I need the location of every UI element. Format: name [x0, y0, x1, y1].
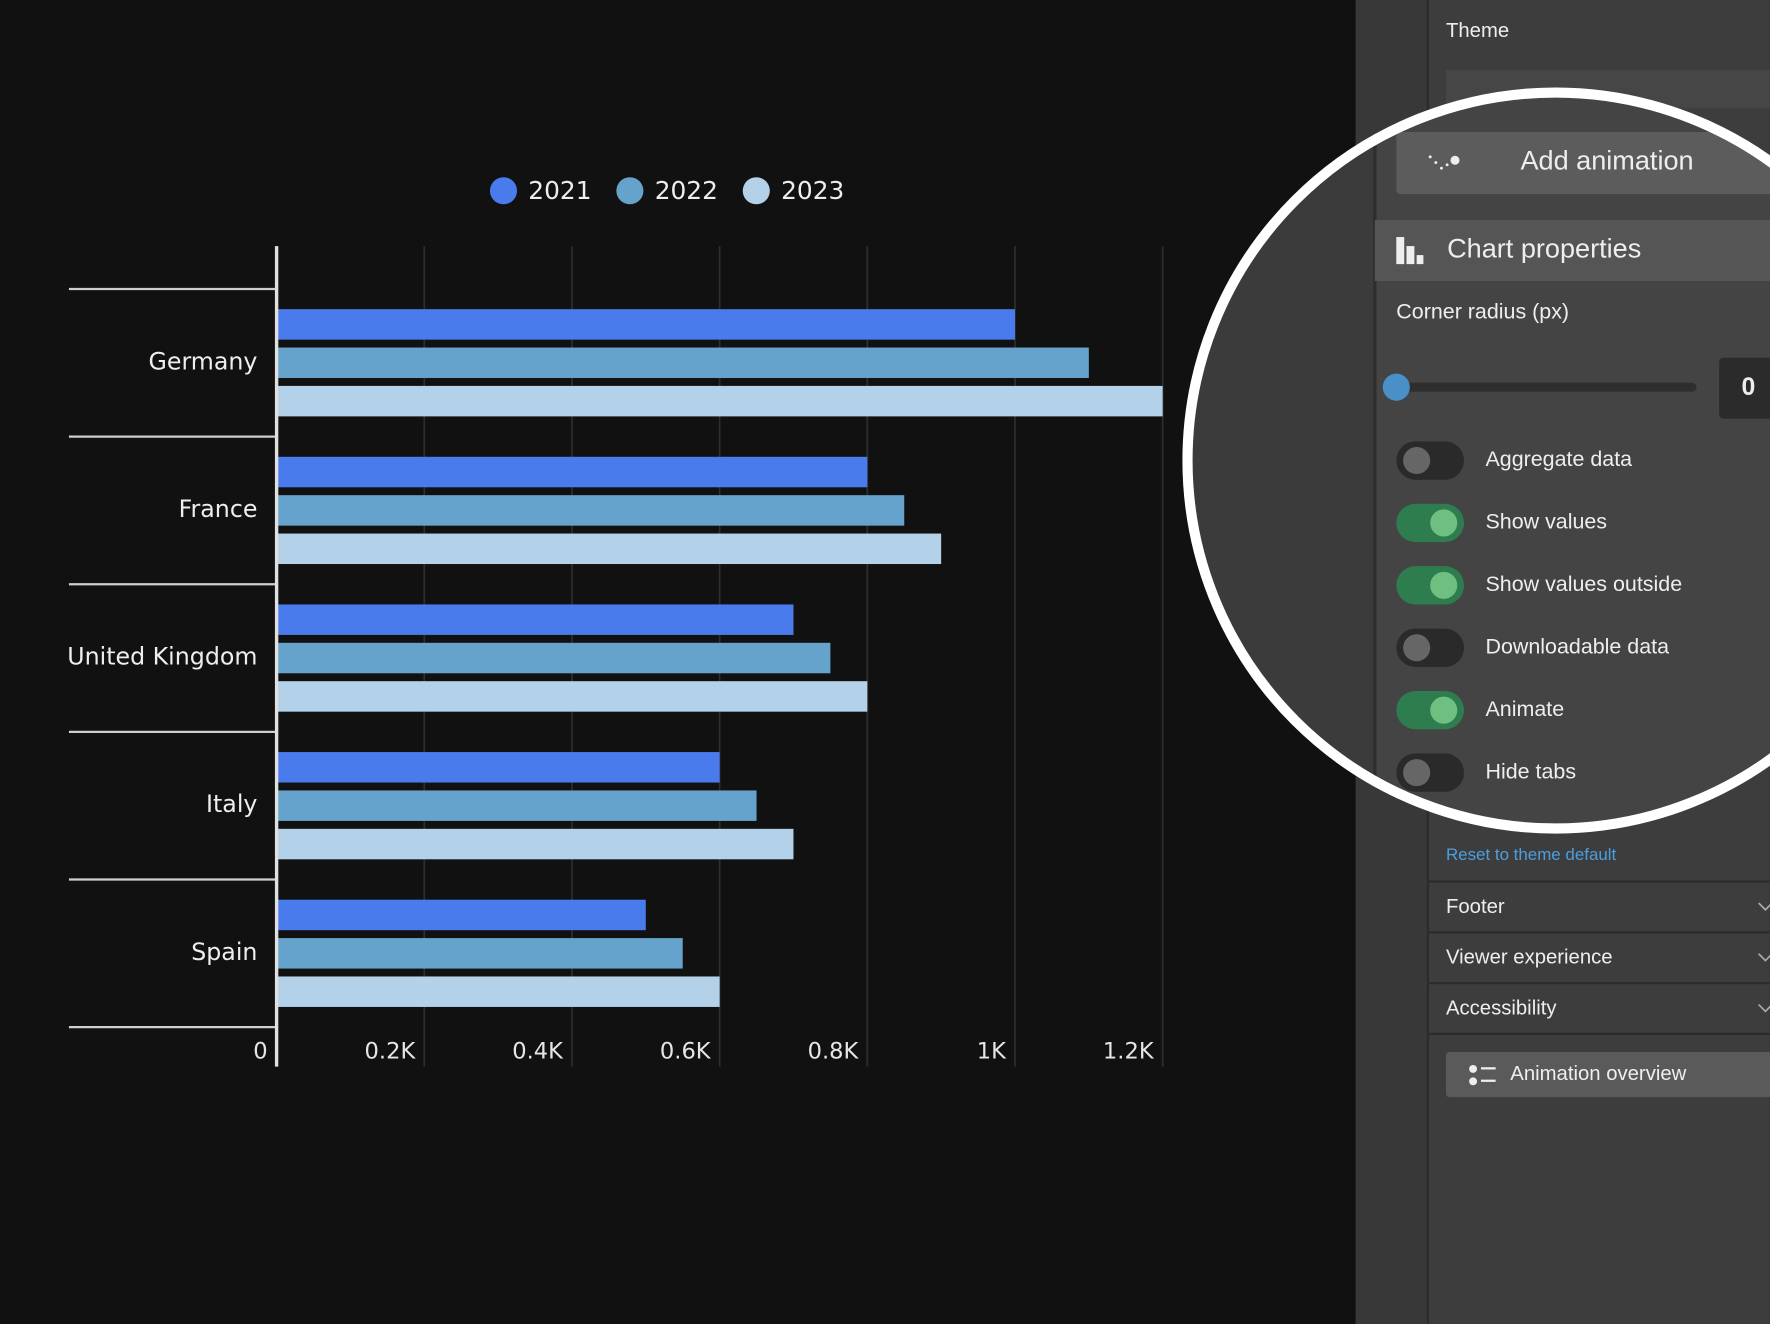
y-tick-label: United Kingdom	[67, 643, 257, 671]
toggle-knob[interactable]	[1403, 446, 1431, 475]
radius-value: 0	[1742, 374, 1756, 401]
toggle-knob[interactable]	[1403, 759, 1431, 787]
toggle-label: Show values outside	[1485, 572, 1682, 596]
legend-label: 2022	[655, 176, 718, 205]
bar	[276, 642, 831, 674]
x-tick-label: 0.2K	[365, 1038, 417, 1064]
bar	[276, 347, 1089, 379]
x-tick-label: 0.6K	[660, 1038, 712, 1064]
bar	[276, 533, 942, 565]
bar	[276, 456, 868, 488]
toggle-label: Animate	[1485, 697, 1564, 721]
slider-knob[interactable]	[1382, 373, 1410, 401]
y-tick-label: Germany	[149, 347, 258, 375]
bar	[276, 828, 794, 860]
x-tick-label: 1K	[977, 1038, 1007, 1064]
bar	[276, 385, 1163, 417]
bar	[276, 495, 905, 526]
bar	[276, 604, 794, 635]
section-viewer[interactable]: Viewer experience	[1446, 947, 1613, 969]
corner-radius-label: Corner radius (px)	[1396, 299, 1569, 323]
bar	[276, 899, 646, 931]
animation-overview-button[interactable]	[1445, 1051, 1770, 1098]
toggle-knob[interactable]	[1403, 634, 1431, 662]
toggles: Aggregate data Show values Show values out…	[1396, 441, 1682, 792]
reset-link[interactable]: Reset to theme default	[1446, 845, 1617, 864]
animation-overview-label: Animation overview	[1510, 1063, 1686, 1085]
toggle-label: Downloadable data	[1485, 634, 1669, 658]
theme-label: Theme	[1446, 20, 1509, 42]
legend-swatch	[742, 177, 770, 205]
section-title: Chart properties	[1447, 233, 1641, 264]
add-animation-button[interactable]	[1396, 132, 1770, 195]
chart: 0 0.2K 0.4K 0.6K 0.8K 1K 1.2K Germany France Unit…	[67, 176, 1164, 1067]
radius-input[interactable]	[1719, 357, 1770, 419]
bar	[276, 790, 757, 821]
magnifier-ring	[1182, 87, 1770, 834]
x-tick-label: 1.2K	[1103, 1038, 1155, 1064]
legend-label: 2021	[528, 176, 591, 205]
toggle-knob[interactable]	[1430, 509, 1458, 537]
legend-label: 2023	[781, 176, 844, 205]
x-tick-label: 0.8K	[808, 1038, 860, 1064]
legend-swatch	[616, 177, 644, 205]
section-header[interactable]	[1374, 220, 1770, 282]
section-accessibility[interactable]: Accessibility	[1446, 997, 1557, 1019]
toggle-label: Aggregate data	[1485, 447, 1632, 471]
toggle-label: Hide tabs	[1485, 759, 1576, 783]
toggle-knob[interactable]	[1430, 571, 1458, 599]
section-footer[interactable]: Footer	[1446, 896, 1505, 918]
y-tick-label: Italy	[206, 790, 257, 818]
y-tick-label: Spain	[191, 938, 257, 966]
bar	[276, 681, 868, 712]
side-panel: Theme Reset to theme default Footer View…	[1182, 0, 1770, 1324]
x-tick-label: 0	[253, 1038, 267, 1064]
toggle-label: Show values	[1485, 510, 1607, 534]
x-tick-label: 0.4K	[512, 1038, 564, 1064]
bar	[276, 938, 683, 969]
bar	[276, 752, 720, 783]
bar-icon	[1396, 237, 1424, 265]
animation-icon	[1428, 155, 1460, 170]
toggle-knob[interactable]	[1430, 696, 1458, 724]
y-tick-label: France	[179, 495, 258, 523]
bar	[276, 309, 1015, 340]
list-icon	[1469, 1064, 1496, 1086]
bar	[276, 976, 720, 1007]
legend-swatch	[489, 177, 518, 205]
add-animation-label: Add animation	[1520, 145, 1693, 176]
slider-track[interactable]	[1396, 382, 1697, 392]
